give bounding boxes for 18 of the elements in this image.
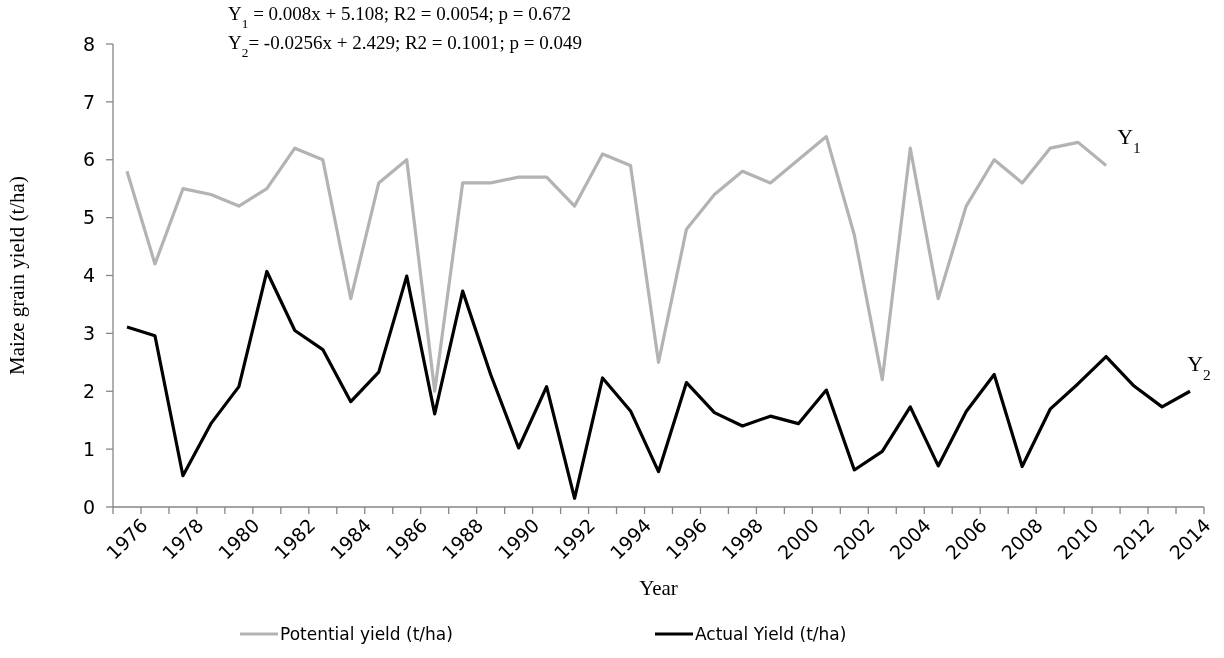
y-tick-label: 7 — [82, 90, 95, 113]
y-tick-label: 5 — [82, 206, 95, 229]
annotation: Y$_{2}$ — [1187, 350, 1211, 383]
annotation: Y$_{1}$ — [1117, 123, 1141, 156]
legend-label: Actual Yield (t/ha) — [695, 623, 847, 644]
x-axis-title: Year — [639, 576, 678, 600]
y-axis-title: Maize grain yield (t/ha) — [5, 176, 29, 375]
y-tick-label: 3 — [82, 322, 95, 345]
y-tick-label: 4 — [82, 264, 95, 287]
legend-label: Potential yield (t/ha) — [280, 623, 453, 644]
y-tick-label: 1 — [82, 437, 95, 460]
text: Y$_{1}$ = 0.008x + 5.108; R2 = 0.0054; p = 0.672 — [228, 3, 571, 31]
y-tick-label: 8 — [82, 32, 95, 55]
y-tick-label: 2 — [82, 379, 95, 402]
y-tick-label: 6 — [82, 148, 95, 171]
annotation: Y$_{2}$= -0.0256x + 2.429; R2 = 0.1001; p = 0.049 — [228, 32, 583, 60]
line-series — [125, 135, 1108, 393]
y-tick-label: 0 — [82, 495, 95, 518]
